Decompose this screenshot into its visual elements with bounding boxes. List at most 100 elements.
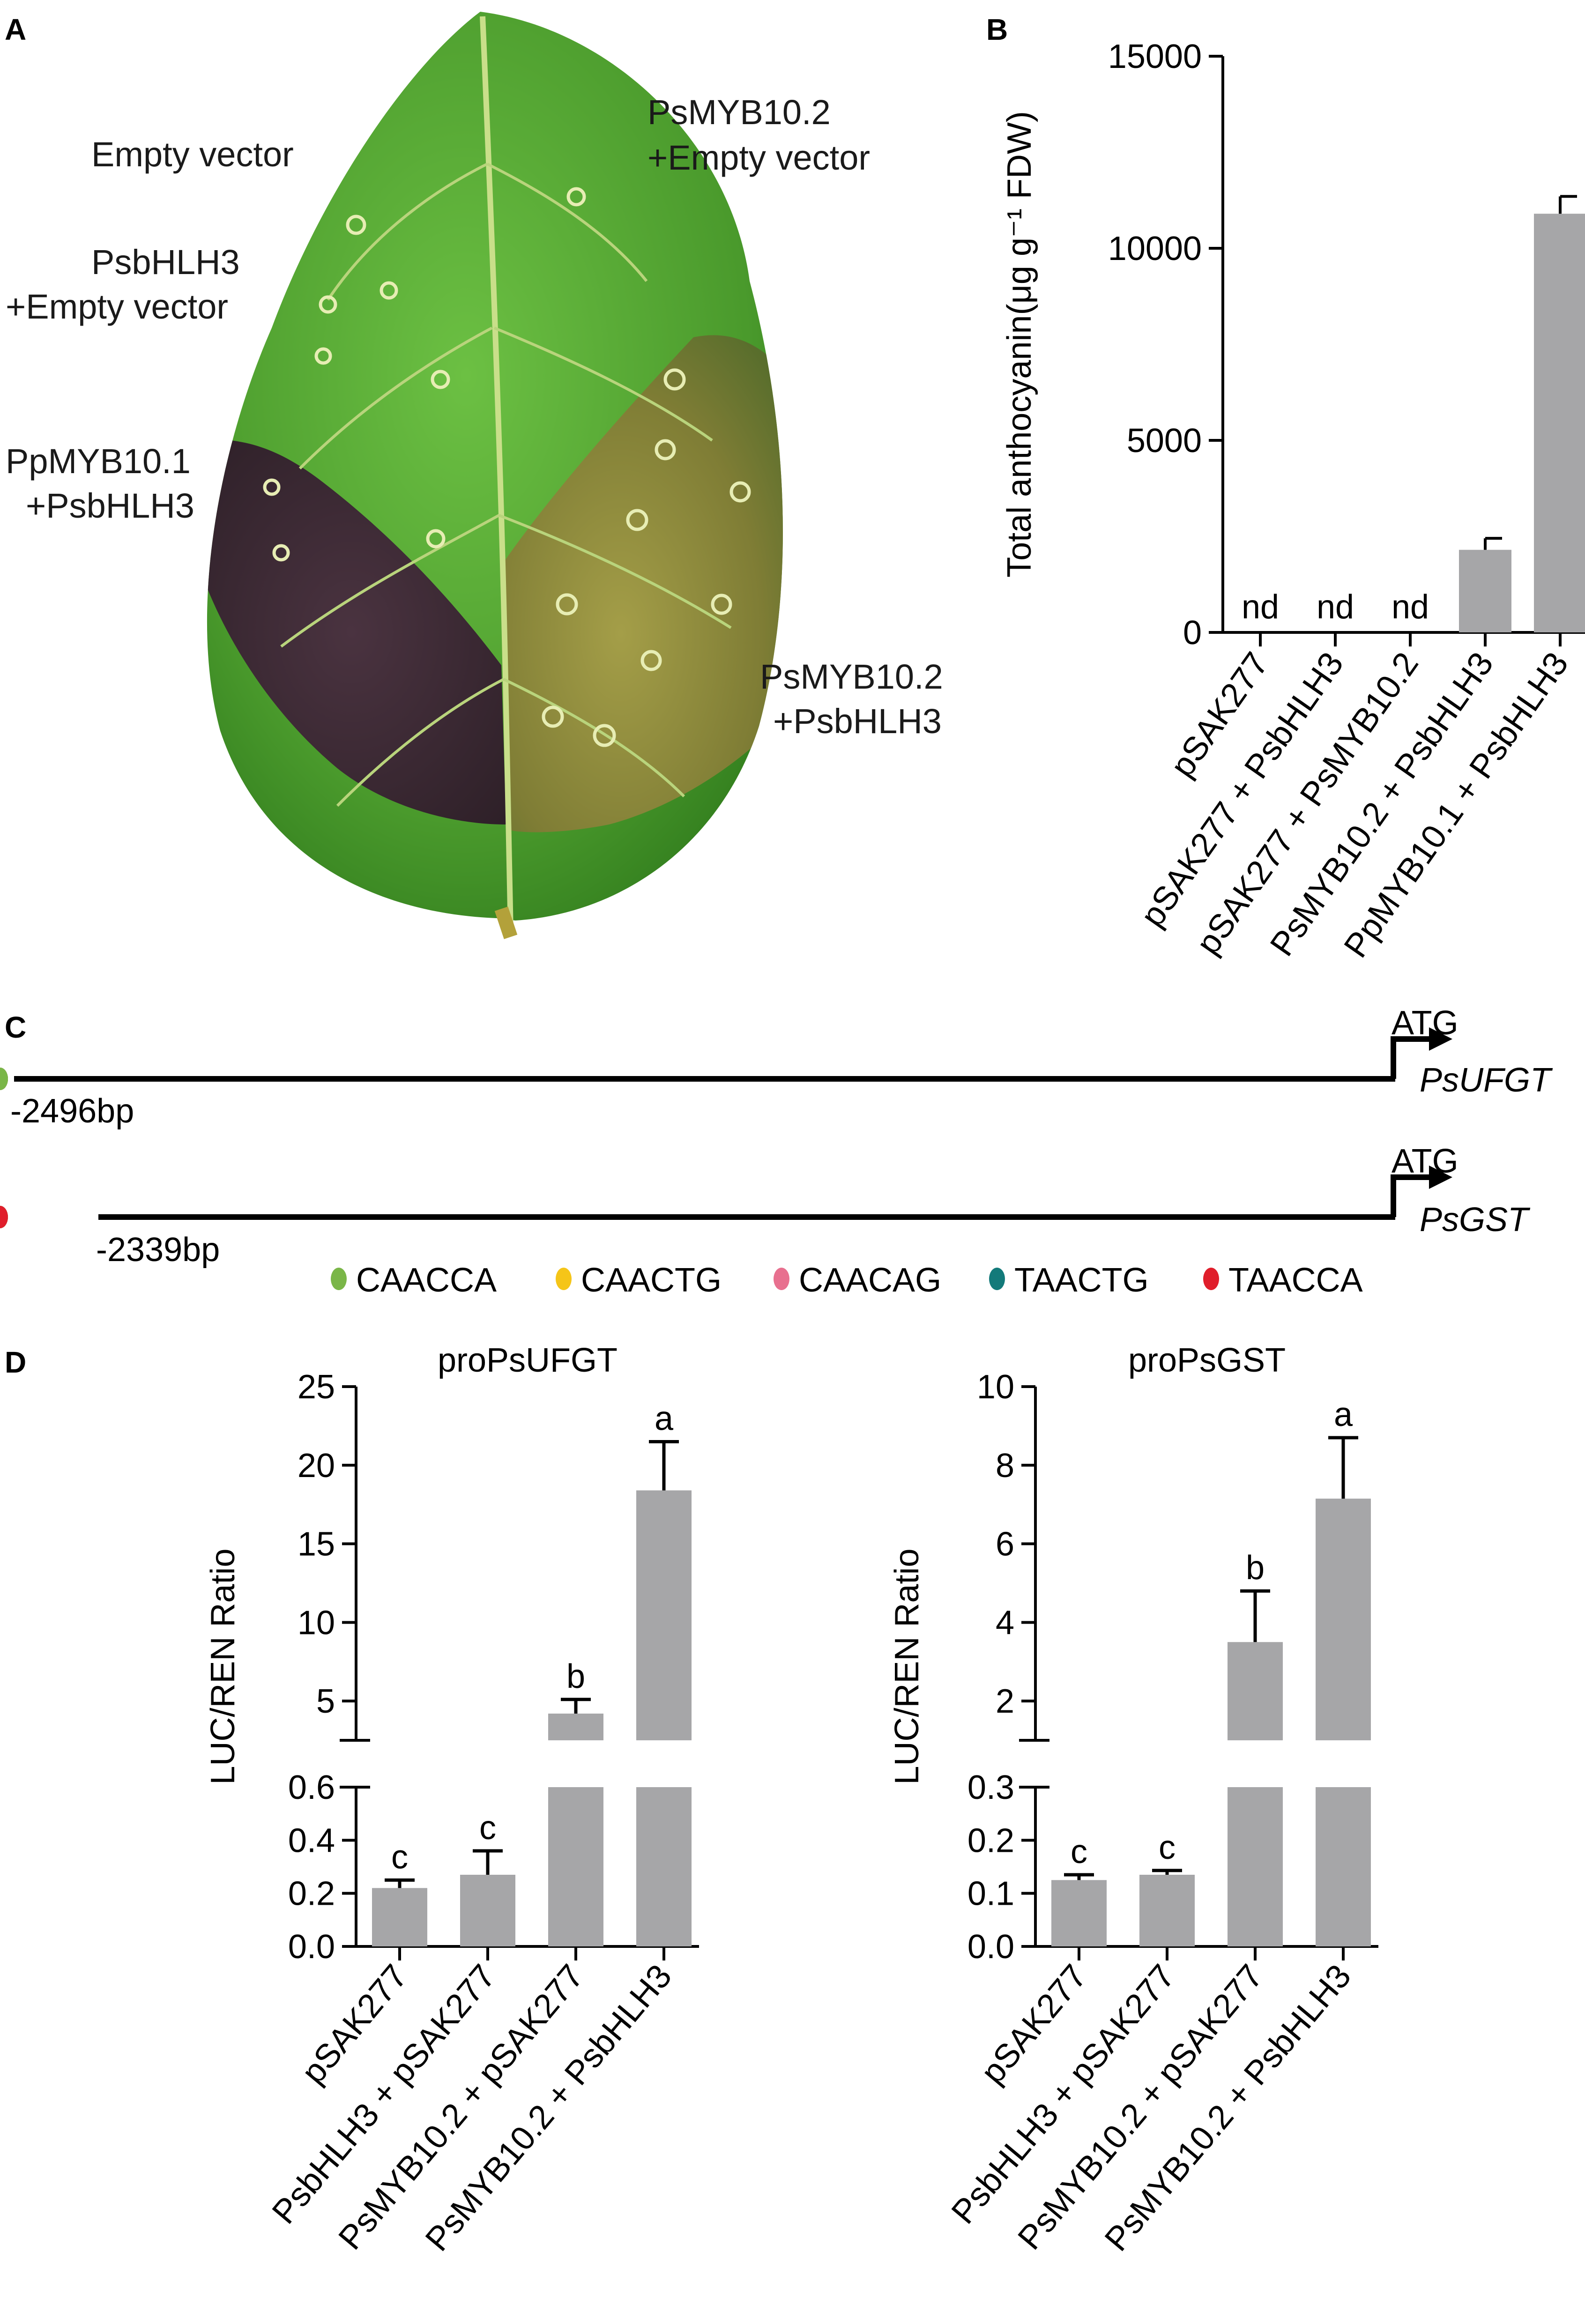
leaf-label-psmyb-bhlh-line2: +PsbHLH3 — [773, 702, 942, 741]
legend-label: CAACAG — [799, 1262, 941, 1299]
infiltration-spots — [263, 187, 751, 747]
leaf-label-empty-vector: Empty vector — [91, 135, 294, 174]
leaf-label-ppmyb-line2: +PsbHLH3 — [26, 486, 194, 525]
y-tick-label: 0.2 — [288, 1875, 335, 1913]
y-tick-label: 15000 — [1108, 38, 1202, 75]
significance-letter: a — [1334, 1396, 1353, 1433]
y-tick-label: 0.0 — [288, 1928, 335, 1966]
y-tick-label: 4 — [996, 1604, 1014, 1641]
significance-letter: c — [479, 1809, 496, 1847]
legend-swatch-caacca — [331, 1268, 347, 1290]
panel-label-b: B — [986, 13, 1008, 46]
y-axis-label: Total anthocyanin(μg g⁻¹ FDW) — [1001, 111, 1038, 578]
y-tick-label: 10 — [298, 1604, 335, 1641]
panel-label-d: D — [5, 1345, 26, 1379]
chart-title: proPsGST — [1128, 1342, 1286, 1379]
chart-title: proPsUFGT — [438, 1342, 618, 1379]
bar-lower-segment — [460, 1875, 515, 1946]
bar-lower-segment — [1139, 1875, 1195, 1946]
y-axis-label: LUC/REN Ratio — [888, 1548, 926, 1784]
significance-letter: c — [1159, 1829, 1176, 1866]
leaf-label-psbhlh3-ev-line2: +Empty vector — [6, 287, 228, 326]
leaf-label-psmyb-ev-line2: +Empty vector — [647, 138, 870, 177]
bar-upper-segment — [1228, 1642, 1283, 1740]
anthocyanin-bar-chart: 0 5000 10000 15000 Total anthocyanin(μg g⁻¹ … — [1001, 38, 1585, 965]
nd-label: nd — [1242, 588, 1279, 626]
y-tick-label: 15 — [298, 1526, 335, 1563]
tss-arrow-stem — [1391, 1174, 1430, 1217]
tss-arrow-stem — [1391, 1036, 1430, 1079]
y-tick-label: 2 — [996, 1683, 1014, 1720]
leaf-label-psmyb-ev-line1: PsMYB10.2 — [647, 93, 831, 132]
leaf-label-ppmyb-line1: PpMYB10.1 — [6, 442, 191, 481]
legend-swatch-caactg — [556, 1268, 572, 1290]
significance-letter: a — [655, 1400, 674, 1437]
significance-letter: c — [391, 1838, 408, 1876]
leaf-midrib — [480, 16, 513, 933]
bar — [1534, 214, 1585, 632]
leaf-photo: Empty vector PsbHLH3 +Empty vector PpMYB… — [6, 12, 943, 939]
motif-legend: CAACCA CAACTG CAACAG TAACTG TAACCA — [331, 1262, 1363, 1299]
promoter-start-label: -2339bp — [96, 1231, 220, 1269]
legend-label: CAACTG — [581, 1262, 722, 1299]
motif-caacca — [0, 1068, 8, 1090]
y-tick-label: 0.3 — [967, 1769, 1014, 1806]
bar-lower-segment — [636, 1787, 692, 1946]
bar-lower-segment — [1316, 1787, 1371, 1946]
y-tick-label: 0.0 — [967, 1928, 1014, 1966]
leaf-label-psbhlh3-ev-line1: PsbHLH3 — [91, 243, 240, 282]
promoter-row-psufgt: ATG PsUFGT -2496bp — [0, 1004, 1553, 1130]
legend-label: TAACTG — [1014, 1262, 1149, 1299]
motif-taacca — [0, 1206, 8, 1228]
legend-swatch-taactg — [989, 1268, 1005, 1290]
y-axis-label: LUC/REN Ratio — [204, 1548, 242, 1784]
bar-lower-segment — [548, 1787, 603, 1946]
legend-swatch-taacca — [1203, 1268, 1219, 1290]
legend-label: CAACCA — [356, 1262, 497, 1299]
y-tick-label: 5000 — [1127, 422, 1202, 460]
gene-label: PsUFGT — [1420, 1062, 1553, 1099]
nd-label: nd — [1392, 588, 1429, 626]
bar-lower-segment — [1228, 1787, 1283, 1946]
y-tick-label: 10000 — [1108, 230, 1202, 267]
y-tick-label: 0 — [1183, 614, 1202, 652]
promoter-start-label: -2496bp — [10, 1092, 134, 1130]
bar — [1459, 549, 1511, 632]
y-tick-label: 0.4 — [288, 1822, 335, 1859]
y-tick-label: 20 — [298, 1447, 335, 1485]
significance-letter: b — [566, 1658, 585, 1695]
significance-letter: b — [1246, 1549, 1265, 1587]
promoter-diagram: ATG PsUFGT -2496bp ATG PsGST -2339bp CAACCA CAA… — [0, 1004, 1553, 1299]
y-tick-label: 6 — [996, 1526, 1014, 1563]
panel-label-a: A — [5, 13, 26, 46]
leaf-petiole — [494, 906, 518, 939]
gene-label: PsGST — [1420, 1201, 1531, 1239]
y-tick-label: 0.1 — [967, 1875, 1014, 1913]
luc-ren-chart-psgst: proPsGST LUC/REN Ratio 0.0 0.1 0.2 0.3 2 4 6 8 10 c… — [888, 1342, 1378, 2258]
y-tick-label: 0.2 — [967, 1822, 1014, 1859]
atg-label: ATG — [1392, 1143, 1458, 1180]
nd-label: nd — [1317, 588, 1354, 626]
y-tick-label: 8 — [996, 1447, 1014, 1485]
bar-lower-segment — [372, 1888, 427, 1946]
bar-upper-segment — [548, 1713, 603, 1740]
bar-lower-segment — [1051, 1880, 1107, 1946]
legend-swatch-caacag — [774, 1268, 789, 1290]
y-tick-label: 0.6 — [288, 1769, 335, 1806]
leaf-veins — [280, 163, 732, 807]
y-tick-label: 25 — [298, 1368, 335, 1406]
atg-label: ATG — [1392, 1004, 1458, 1042]
y-tick-label: 10 — [977, 1368, 1014, 1406]
leaf-dark-anthocyanin-patch — [207, 439, 506, 824]
bar-upper-segment — [636, 1490, 692, 1740]
significance-letter: c — [1071, 1833, 1087, 1871]
y-tick-label: 5 — [316, 1683, 335, 1720]
panel-label-c: C — [5, 1010, 26, 1044]
tss-arrow-head — [1429, 1166, 1452, 1189]
luc-ren-chart-psufgt: proPsUFGT LUC/REN Ratio 0.0 0.2 0.4 0.6 5 10 15 2… — [204, 1342, 699, 2258]
tss-arrow-head — [1429, 1027, 1452, 1051]
promoter-row-psgst: ATG PsGST -2339bp — [0, 1143, 1531, 1269]
bar-upper-segment — [1316, 1499, 1371, 1740]
leaf-label-psmyb-bhlh-line1: PsMYB10.2 — [760, 657, 943, 696]
